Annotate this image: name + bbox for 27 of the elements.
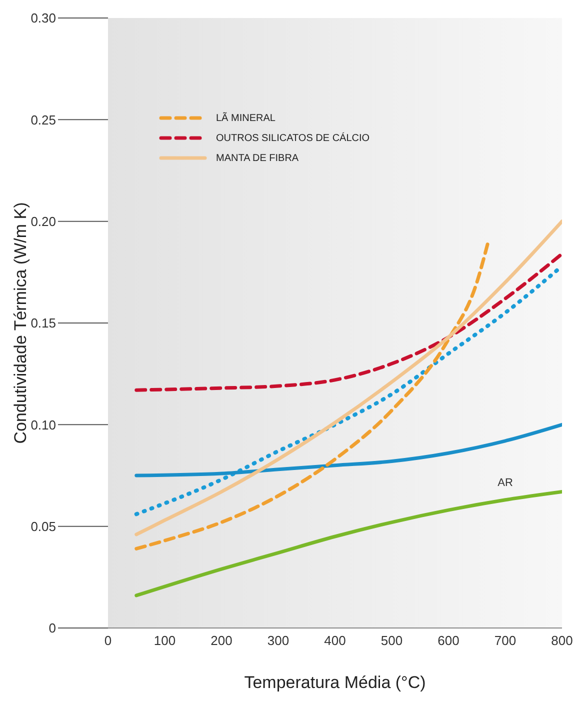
- x-tick-label: 800: [551, 633, 573, 648]
- line-series: [134, 490, 562, 598]
- x-tick-label: 100: [154, 633, 176, 648]
- y-tick-label: 0.25: [30, 112, 56, 128]
- y-tick-label: 0: [48, 620, 56, 636]
- x-tick-label: 700: [494, 633, 516, 648]
- legend-label: MANTA DE FIBRA: [216, 152, 299, 164]
- y-axis-title: Condutividade Térmica (W/m K): [11, 202, 30, 444]
- x-tick-label: 200: [210, 633, 232, 648]
- x-tick-label: 500: [380, 633, 403, 648]
- legend-label: LÃ MINERAL: [216, 112, 276, 124]
- line-series: [134, 422, 562, 478]
- annotation: AR: [498, 476, 513, 489]
- x-tick-label: 0: [104, 633, 112, 648]
- line-series: [134, 252, 562, 392]
- y-tick-label: 0.20: [30, 214, 56, 229]
- y-tick-label: 0.30: [30, 10, 56, 26]
- x-tick-label: 300: [267, 633, 290, 648]
- line-series: [134, 240, 490, 550]
- y-tick-label: 0.10: [30, 417, 56, 432]
- x-axis-title: Temperatura Média (°C): [244, 673, 426, 692]
- legend-label: OUTROS SILICATOS DE CÁLCIO: [216, 132, 370, 144]
- line-series: [134, 220, 562, 536]
- x-tick-label: 600: [438, 633, 460, 648]
- y-tick-label: 0.05: [30, 518, 56, 534]
- x-tick-label: 400: [324, 633, 346, 648]
- y-tick-label: 0.15: [30, 316, 56, 331]
